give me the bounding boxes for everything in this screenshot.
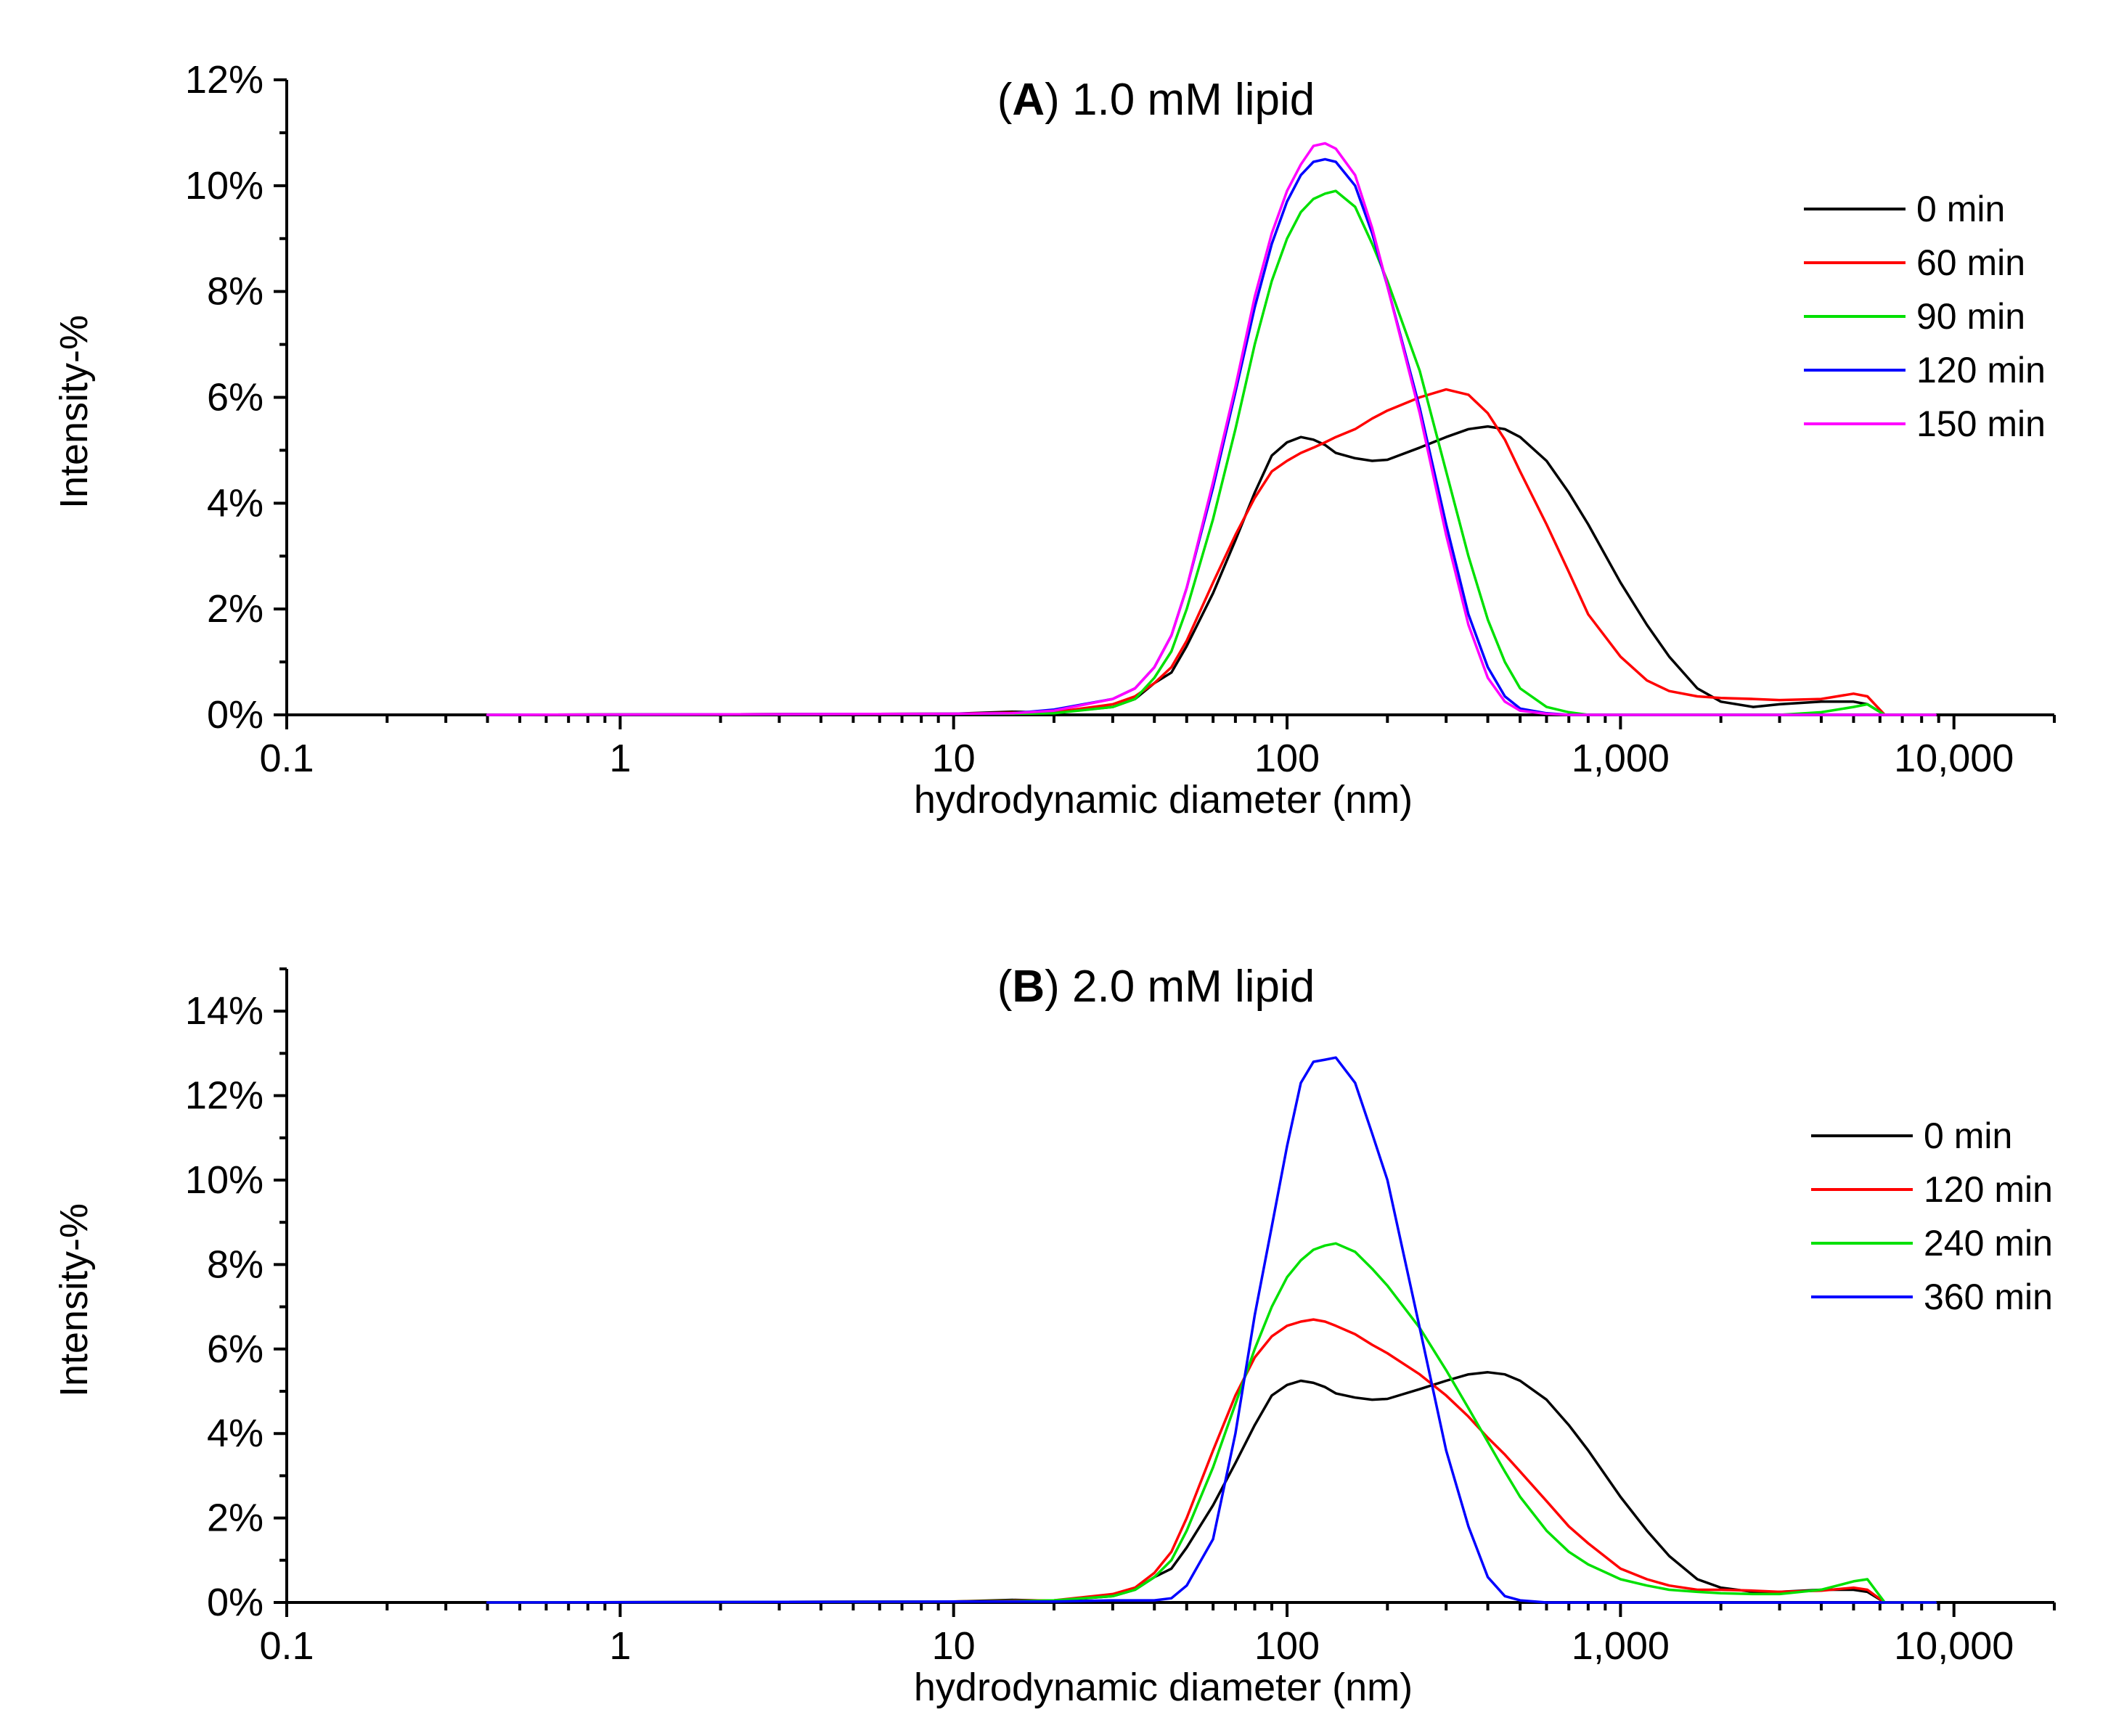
chart-title-rest: ) 1.0 mM lipid (1045, 75, 1315, 125)
y-tick-label: 12% (185, 1074, 264, 1118)
y-tick-label: 4% (207, 481, 264, 525)
legend-label: 120 min (1924, 1169, 2053, 1210)
chart-title: (B) 2.0 mM lipid (997, 962, 1315, 1012)
y-tick-label: 14% (185, 989, 264, 1033)
x-tick-label: 100 (1254, 1624, 1320, 1668)
chart-title-rest: ) 2.0 mM lipid (1045, 962, 1315, 1012)
series-line-90-min (486, 189, 1937, 716)
legend-label: 360 min (1924, 1277, 2053, 1317)
y-tick-label: 10% (185, 1158, 264, 1202)
x-tick-label: 10 (932, 1624, 976, 1668)
chart-title-prefix: ( (997, 962, 1013, 1012)
chart-title-letter: B (1012, 962, 1045, 1012)
y-tick-label: 12% (185, 58, 264, 102)
x-tick-label: 1 (609, 1624, 631, 1668)
y-tick-label: 0% (207, 693, 264, 737)
y-tick-label: 6% (207, 376, 264, 419)
chart-panel-b: (B) 2.0 mM lipid 0% 2% 4% 6% 8% 10% 12% 14% 0.1 1 1… (52, 962, 2056, 1709)
y-tick-label: 2% (207, 1497, 264, 1540)
chart-title-prefix: ( (997, 75, 1013, 125)
series-line-240-min (486, 1242, 1937, 1604)
y-tick-label: 6% (207, 1327, 264, 1371)
x-axis-label: hydrodynamic diameter (nm) (914, 778, 1413, 822)
legend-label: 150 min (1916, 404, 2046, 444)
series-line-120-min (486, 1318, 1937, 1604)
x-tick-label: 10 (932, 737, 976, 780)
y-tick-label: 0% (207, 1581, 264, 1624)
series-line-0-min (486, 1371, 1937, 1604)
legend-label: 0 min (1924, 1115, 2012, 1156)
legend-label: 120 min (1916, 350, 2046, 390)
y-tick-label: 2% (207, 587, 264, 631)
y-tick-label: 8% (207, 1242, 264, 1286)
y-axis-label: Intensity-% (52, 1203, 96, 1397)
x-axis-label: hydrodynamic diameter (nm) (914, 1666, 1413, 1709)
legend-label: 0 min (1916, 189, 2005, 229)
y-tick-label: 8% (207, 270, 264, 314)
legend-label: 240 min (1924, 1223, 2053, 1264)
x-tick-label: 0.1 (259, 737, 314, 780)
chart-title: (A) 1.0 mM lipid (997, 75, 1315, 125)
y-tick-label: 4% (207, 1412, 264, 1455)
x-tick-label: 1,000 (1572, 737, 1670, 780)
legend-label: 60 min (1916, 242, 2025, 283)
y-tick-label: 10% (185, 164, 264, 208)
x-tick-label: 0.1 (259, 1624, 314, 1668)
x-tick-label: 100 (1254, 737, 1320, 780)
legend-label: 90 min (1916, 296, 2025, 337)
x-tick-label: 10,000 (1894, 1624, 2014, 1668)
chart-title-letter: A (1012, 75, 1045, 125)
y-axis-label: Intensity-% (52, 315, 96, 509)
x-tick-label: 1,000 (1572, 1624, 1670, 1668)
series-line-360-min (486, 1056, 1937, 1604)
x-tick-label: 10,000 (1894, 737, 2014, 780)
series-line-120-min (486, 157, 1937, 716)
chart-panel-a: (A) 1.0 mM lipid 0% 2% 4% 6% 8% 10% 12% 0.1 1 10 10… (52, 58, 2056, 822)
x-tick-label: 1 (609, 737, 631, 780)
series-line-0-min (486, 425, 1937, 716)
series-line-60-min (486, 388, 1937, 716)
series-line-150-min (486, 142, 1937, 716)
